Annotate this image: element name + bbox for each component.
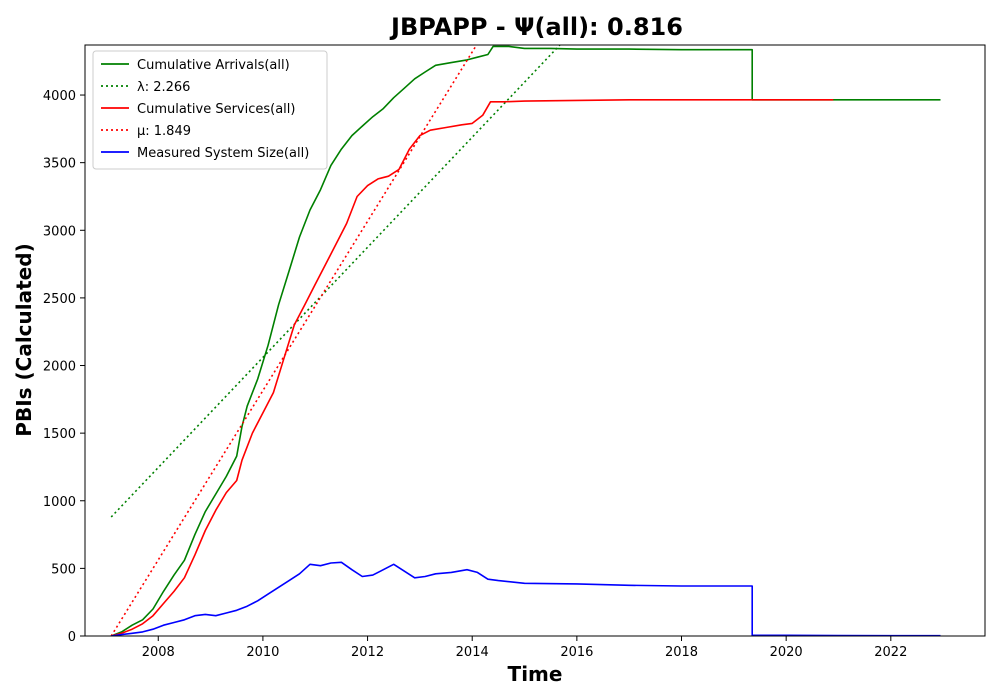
x-tick-label: 2010 bbox=[246, 645, 279, 660]
series-line-0 bbox=[110, 45, 941, 636]
y-tick-label: 4000 bbox=[43, 89, 76, 104]
y-tick-label: 0 bbox=[68, 630, 76, 645]
legend: Cumulative Arrivals(all) λ: 2.266 Cumulati… bbox=[92, 50, 328, 170]
y-tick-label: 1000 bbox=[43, 495, 76, 510]
legend-label: μ: 1.849 bbox=[137, 124, 191, 139]
x-axis: 2008 2010 2012 2014 2016 2018 2020 2022 bbox=[142, 636, 907, 660]
y-axis: 0 500 1000 1500 2000 2500 3000 3500 4000 bbox=[43, 89, 85, 645]
y-tick-label: 3500 bbox=[43, 157, 76, 172]
x-axis-title: Time bbox=[508, 662, 563, 686]
legend-label: λ: 2.266 bbox=[137, 80, 190, 95]
plot-area bbox=[110, 45, 941, 636]
plot-frame bbox=[84, 44, 986, 637]
x-tick-label: 2016 bbox=[560, 645, 593, 660]
x-tick-label: 2008 bbox=[142, 645, 175, 660]
series-line-3 bbox=[110, 45, 478, 636]
series-line-2 bbox=[110, 99, 834, 636]
x-tick-label: 2014 bbox=[456, 645, 489, 660]
chart-title: JBPAPP - Ψ(all): 0.816 bbox=[389, 13, 683, 41]
x-tick-label: 2018 bbox=[665, 645, 698, 660]
x-tick-label: 2012 bbox=[351, 645, 384, 660]
series-line-1 bbox=[110, 45, 561, 518]
y-axis-title: PBIs (Calculated) bbox=[12, 243, 36, 436]
x-tick-label: 2020 bbox=[770, 645, 803, 660]
y-tick-label: 3000 bbox=[43, 224, 76, 239]
legend-label: Cumulative Services(all) bbox=[137, 102, 295, 117]
y-tick-label: 1500 bbox=[43, 427, 76, 442]
y-tick-label: 500 bbox=[51, 562, 76, 577]
legend-box bbox=[92, 50, 328, 170]
y-tick-label: 2000 bbox=[43, 360, 76, 375]
series-line-4 bbox=[111, 561, 941, 636]
legend-label: Cumulative Arrivals(all) bbox=[137, 58, 290, 73]
y-tick-label: 2500 bbox=[43, 292, 76, 307]
x-tick-label: 2022 bbox=[874, 645, 907, 660]
legend-label: Measured System Size(all) bbox=[137, 146, 309, 161]
